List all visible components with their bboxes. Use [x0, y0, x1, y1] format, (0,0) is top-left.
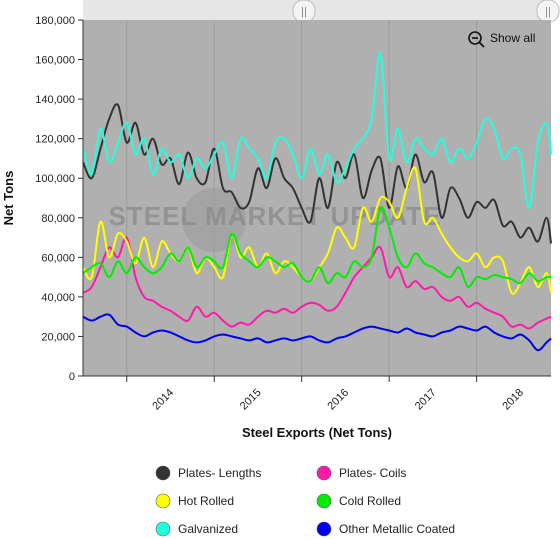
x-tick-label: 2014: [150, 387, 176, 413]
show-all-label: Show all: [490, 31, 535, 45]
y-tick-label: 0: [69, 371, 75, 383]
legend-marker: [316, 493, 332, 509]
legend-label: Hot Rolled: [178, 494, 234, 508]
legend: Plates- Lengths Plates- Coils Hot Rolled Co…: [155, 465, 455, 537]
legend-item-other-metallic-coated[interactable]: Other Metallic Coated: [316, 521, 455, 537]
y-tick-label: 120,000: [35, 134, 75, 146]
navigator-handle-left-grip: ||: [301, 6, 307, 18]
x-tick-label: 2017: [413, 387, 439, 413]
legend-label: Plates- Lengths: [178, 466, 261, 480]
y-tick-label: 160,000: [35, 55, 75, 67]
series-line-plates-coils[interactable]: [82, 236, 552, 330]
grid-lines: [126, 20, 478, 376]
range-navigator[interactable]: [83, 0, 551, 20]
show-all-button[interactable]: Show all: [468, 31, 535, 48]
x-tick-label: 2016: [325, 387, 351, 413]
legend-label: Other Metallic Coated: [339, 522, 455, 536]
y-tick-label: 100,000: [35, 173, 75, 185]
series-line-cold-rolled[interactable]: [82, 205, 552, 289]
y-tick-label: 20,000: [41, 331, 75, 343]
x-tick-label: 2018: [500, 387, 526, 413]
legend-label: Plates- Coils: [339, 466, 406, 480]
legend-item-plates-coils[interactable]: Plates- Coils: [316, 465, 406, 481]
zoom-out-icon-handle: [478, 41, 485, 48]
y-tick-label: 40,000: [41, 292, 75, 304]
plot-area: [83, 20, 551, 376]
series-line-galvanized[interactable]: [82, 52, 552, 209]
legend-item-cold-rolled[interactable]: Cold Rolled: [316, 493, 401, 509]
series-layer: [82, 52, 552, 352]
legend-marker: [316, 521, 332, 537]
legend-marker: [316, 465, 332, 481]
x-axis-title: Steel Exports (Net Tons): [242, 425, 392, 440]
legend-marker: [155, 465, 171, 481]
legend-item-hot-rolled[interactable]: Hot Rolled: [155, 493, 234, 509]
legend-label: Galvanized: [178, 522, 238, 536]
legend-marker: [155, 493, 171, 509]
legend-label: Cold Rolled: [339, 494, 401, 508]
series-line-other-metallic-coated[interactable]: [82, 313, 552, 352]
navigator-handle-right-grip: ||: [545, 6, 551, 18]
y-tick-label: 60,000: [41, 252, 75, 264]
y-tick-label: 180,000: [35, 15, 75, 27]
y-tick-label: 80,000: [41, 213, 75, 225]
legend-item-galvanized[interactable]: Galvanized: [155, 521, 238, 537]
legend-item-plates-lengths[interactable]: Plates- Lengths: [155, 465, 261, 481]
y-axis-title: Net Tons: [1, 171, 16, 226]
y-tick-label: 140,000: [35, 94, 75, 106]
x-tick-label: 2015: [238, 387, 264, 413]
y-axis-ticks: 0 20,000 40,000 60,000 80,000 100,000 120,000 1…: [35, 15, 83, 383]
zoom-out-icon: [468, 31, 482, 45]
series-line-plates-lengths[interactable]: [82, 103, 552, 244]
legend-marker: [155, 521, 171, 537]
x-axis-ticks: 2014 2015 2016 2017 2018: [126, 376, 526, 413]
